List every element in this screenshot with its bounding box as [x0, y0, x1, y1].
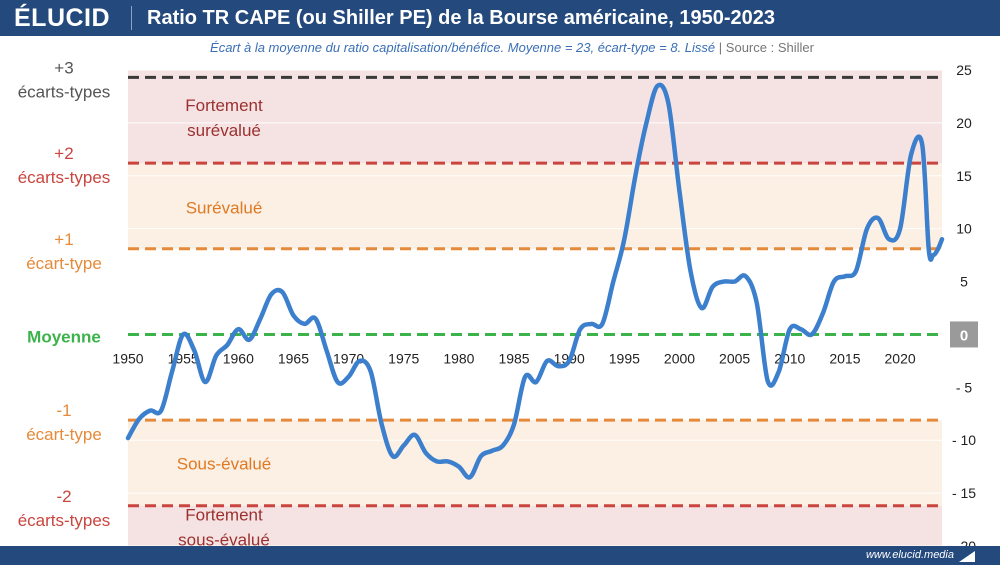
zone-band-2 — [128, 420, 942, 506]
y-tick-label-6: - 5 — [956, 379, 973, 395]
x-tick-label-2: 1960 — [223, 350, 254, 366]
y-tick-label-2: 15 — [956, 168, 972, 184]
std-label-1-a: +2 — [54, 144, 73, 163]
x-tick-label-7: 1985 — [498, 350, 529, 366]
chart-subtitle: Écart à la moyenne du ratio capitalisati… — [210, 40, 815, 55]
x-tick-label-9: 1995 — [609, 350, 640, 366]
zone-label-0-1: surévalué — [187, 121, 261, 140]
x-tick-label-6: 1980 — [443, 350, 474, 366]
std-label-5-b: écarts-types — [18, 511, 111, 530]
footer-url: www.elucid.media — [865, 549, 954, 561]
header-divider — [131, 6, 132, 30]
chart-panel: Fortement surévalué Surévalué Sous-évalué Fo… — [0, 36, 1000, 546]
std-label-1-b: écarts-types — [18, 168, 111, 187]
x-tick-label-13: 2015 — [829, 350, 860, 366]
y-tick-label-4: 5 — [960, 274, 968, 290]
chart-title: Ratio TR CAPE (ou Shiller PE) de la Bour… — [147, 7, 775, 29]
std-label-0-b: écarts-types — [18, 82, 111, 101]
elucid-mark-icon — [959, 551, 975, 562]
zone-label-2-0: Sous-évalué — [177, 454, 272, 473]
y-tick-label-0: 25 — [956, 62, 972, 78]
std-label-5-a: -2 — [56, 487, 71, 506]
y-tick-label-3: 10 — [956, 221, 972, 237]
x-tick-label-10: 2000 — [664, 350, 695, 366]
y-tick-label-7: - 10 — [952, 432, 976, 448]
zone-label-3-0: Fortement — [185, 505, 263, 524]
x-tick-label-14: 2020 — [885, 350, 916, 366]
zone-label-3-1: sous-évalué — [178, 530, 270, 546]
x-tick-label-4: 1970 — [333, 350, 364, 366]
y-tick-label-9: - 20 — [952, 538, 976, 546]
y-tick-label-5: 0 — [960, 327, 968, 344]
zone-band-0 — [128, 70, 942, 164]
zone-band-3 — [128, 505, 942, 546]
zone-band-1 — [128, 163, 942, 249]
zero-tick-badge — [950, 321, 978, 348]
std-label-2-b: écart-type — [26, 254, 102, 273]
x-tick-label-11: 2005 — [719, 350, 750, 366]
right-axis-strip — [954, 36, 1000, 546]
std-label-3: Moyenne — [27, 327, 101, 346]
cape-chart: Fortement surévalué Surévalué Sous-évalué Fo… — [18, 36, 1000, 546]
y-tick-label-8: - 15 — [952, 485, 976, 501]
std-label-4-b: écart-type — [26, 425, 102, 444]
cape-series-line — [125, 82, 945, 480]
x-tick-label-3: 1965 — [278, 350, 309, 366]
zone-label-0-0: Fortement — [185, 96, 263, 115]
x-tick-label-5: 1975 — [388, 350, 419, 366]
header-bar: ÉLUCID Ratio TR CAPE (ou Shiller PE) de … — [0, 0, 1000, 36]
x-tick-label-0: 1950 — [112, 350, 143, 366]
std-label-4-a: -1 — [56, 401, 71, 420]
std-label-0-a: +3 — [54, 58, 73, 77]
zone-label-1-0: Surévalué — [186, 199, 263, 218]
y-tick-label-1: 20 — [956, 115, 972, 131]
std-label-2-a: +1 — [54, 230, 73, 249]
footer-bar: www.elucid.media — [0, 546, 1000, 565]
elucid-logo: ÉLUCID — [14, 4, 111, 32]
